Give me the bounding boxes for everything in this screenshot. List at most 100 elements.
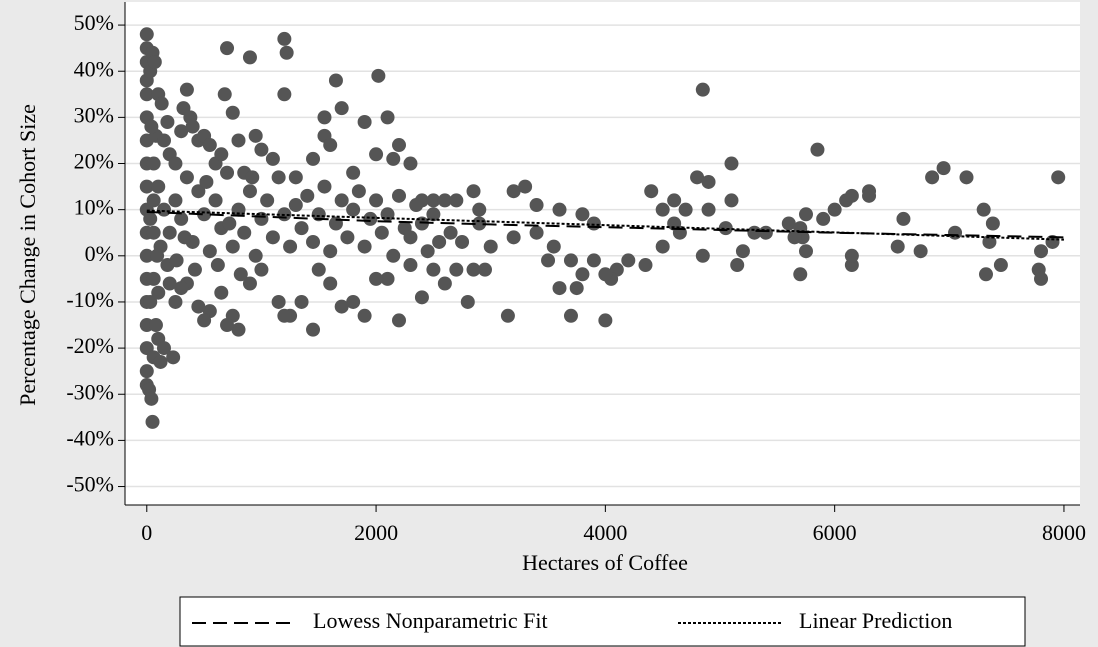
point <box>148 318 163 333</box>
point <box>160 114 175 129</box>
point <box>369 193 384 208</box>
point <box>248 128 263 143</box>
point <box>913 244 928 259</box>
point <box>146 271 161 286</box>
point <box>936 161 951 176</box>
point <box>277 87 292 102</box>
point <box>403 258 418 273</box>
point <box>449 193 464 208</box>
x-tick-label: 2000 <box>354 520 398 545</box>
point <box>294 294 309 309</box>
point <box>147 54 162 69</box>
fit-line <box>146 210 1064 239</box>
point <box>222 216 237 231</box>
point <box>271 170 286 185</box>
point <box>730 258 745 273</box>
point <box>139 87 154 102</box>
point <box>655 239 670 254</box>
plot-area <box>125 2 1080 505</box>
point <box>265 230 280 245</box>
point <box>174 124 189 139</box>
point <box>300 188 315 203</box>
point <box>248 248 263 263</box>
point <box>242 276 257 291</box>
point <box>546 239 561 254</box>
y-tick-label: -30% <box>66 379 114 404</box>
point <box>242 184 257 199</box>
y-tick-label: 40% <box>74 56 114 81</box>
point <box>153 354 168 369</box>
point <box>432 234 447 249</box>
point <box>758 225 773 240</box>
point <box>357 239 372 254</box>
point <box>139 364 154 379</box>
point <box>346 165 361 180</box>
point <box>644 184 659 199</box>
point <box>166 350 181 365</box>
point <box>323 244 338 259</box>
point <box>317 110 332 125</box>
point <box>896 211 911 226</box>
point <box>357 308 372 323</box>
point <box>426 193 441 208</box>
point <box>386 151 401 166</box>
point <box>506 230 521 245</box>
point <box>187 262 202 277</box>
point <box>177 230 192 245</box>
point <box>271 294 286 309</box>
point <box>169 253 184 268</box>
point <box>139 27 154 42</box>
point <box>695 82 710 97</box>
point <box>197 313 212 328</box>
point <box>334 299 349 314</box>
point <box>202 138 217 153</box>
point <box>667 193 682 208</box>
point <box>202 244 217 259</box>
y-tick-label: 20% <box>74 149 114 174</box>
y-tick-label: -20% <box>66 333 114 358</box>
point <box>162 276 177 291</box>
point <box>294 221 309 236</box>
point <box>862 188 877 203</box>
y-tick-label: -40% <box>66 425 114 450</box>
point <box>455 234 470 249</box>
point <box>179 82 194 97</box>
point <box>191 299 206 314</box>
point <box>210 258 225 273</box>
point <box>139 248 154 263</box>
y-axis-title: Percentage Change in Cohort Size <box>15 104 40 406</box>
point <box>145 414 160 429</box>
point <box>146 156 161 171</box>
point <box>437 276 452 291</box>
point <box>655 202 670 217</box>
point <box>569 281 584 296</box>
point <box>139 179 154 194</box>
point <box>443 225 458 240</box>
point <box>168 156 183 171</box>
point <box>735 244 750 259</box>
point <box>214 147 229 162</box>
legend-label: Linear Prediction <box>799 608 952 633</box>
point <box>386 248 401 263</box>
point <box>334 193 349 208</box>
point <box>701 202 716 217</box>
point <box>844 188 859 203</box>
point <box>242 50 257 65</box>
point <box>191 184 206 199</box>
point <box>724 193 739 208</box>
point <box>598 313 613 328</box>
point <box>380 110 395 125</box>
point <box>369 147 384 162</box>
point <box>168 294 183 309</box>
point <box>695 248 710 263</box>
point <box>225 239 240 254</box>
point <box>552 281 567 296</box>
point <box>225 105 240 120</box>
point <box>678 202 693 217</box>
x-tick-label: 4000 <box>583 520 627 545</box>
point <box>220 165 235 180</box>
point <box>1051 170 1066 185</box>
point <box>460 294 475 309</box>
